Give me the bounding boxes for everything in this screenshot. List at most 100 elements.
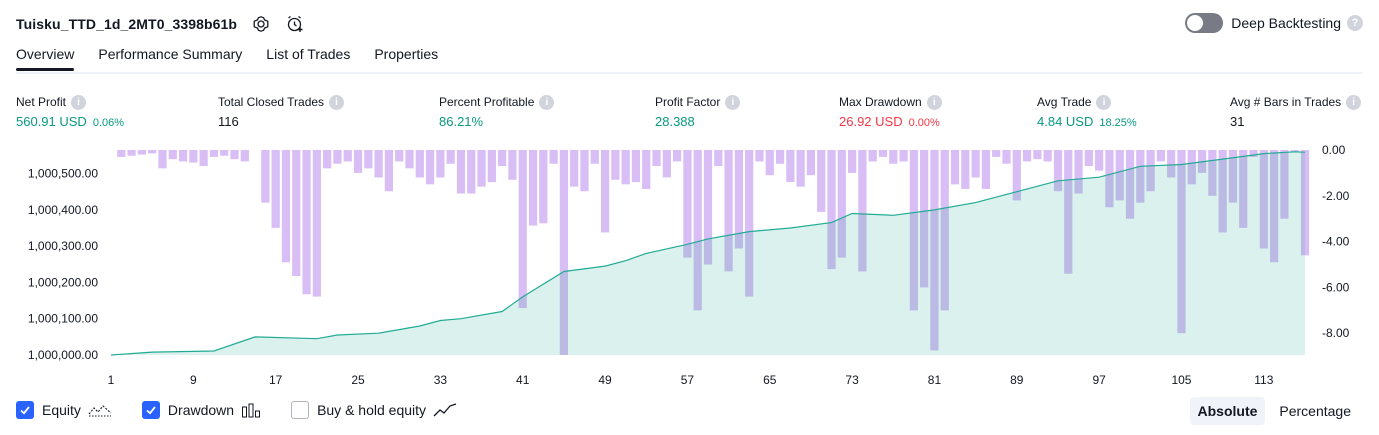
tab-list-of-trades[interactable]: List of Trades <box>266 46 351 62</box>
strategy-name: Tuisku_TTD_1d_2MT0_3398b61b <box>16 16 238 32</box>
drawdown-bar <box>405 150 414 169</box>
legend-buy-hold[interactable]: Buy & hold equity <box>291 401 457 419</box>
drawdown-bar <box>940 150 949 311</box>
deep-backtesting: Deep Backtesting ? <box>1185 13 1363 33</box>
metric-label: Total Closed Trades <box>218 95 325 109</box>
drawdown-bar <box>271 150 280 228</box>
info-icon[interactable]: i <box>926 94 942 110</box>
drawdown-bar <box>343 150 352 162</box>
x-axis-label: 113 <box>1254 373 1273 387</box>
metric-percent: 0.06% <box>92 117 125 129</box>
drawdown-bar <box>374 150 383 178</box>
drawdown-bar <box>847 150 857 173</box>
drawdown-bar <box>148 150 157 154</box>
x-axis-label: 33 <box>434 373 448 387</box>
left-axis-label: 1,000,500.00 <box>28 167 98 181</box>
drawdown-bar <box>230 150 239 160</box>
drawdown-bar <box>1033 150 1042 160</box>
drawdown-bar <box>1074 150 1083 194</box>
x-axis-label: 25 <box>351 373 365 387</box>
drawdown-bar <box>1208 150 1217 196</box>
drawdown-bar <box>693 150 702 311</box>
info-icon[interactable]: i <box>1346 94 1362 110</box>
tab-properties[interactable]: Properties <box>374 46 439 62</box>
drawdown-bar <box>425 150 435 185</box>
drawdown-bar <box>436 150 445 178</box>
absolute-button[interactable]: Absolute <box>1189 397 1266 425</box>
metric-avg-trade: Avg Trade i 4.84 USD 18.25% <box>1037 94 1137 129</box>
add-alert-icon[interactable] <box>285 14 305 34</box>
percentage-button[interactable]: Percentage <box>1279 403 1351 419</box>
drawdown-bar <box>930 150 939 351</box>
drawdown-bar <box>498 150 507 167</box>
legend-equity[interactable]: Equity <box>16 401 112 419</box>
equity-checkbox[interactable] <box>16 401 34 419</box>
buy-hold-checkbox[interactable] <box>291 401 310 419</box>
chart-svg[interactable]: 1,000,000.00 1,000,100.00 1,000,200.00 1,00… <box>0 140 1379 390</box>
drawdown-bar <box>786 150 795 183</box>
drawdown-bar <box>1300 150 1310 256</box>
metric-label: Avg # Bars in Trades <box>1230 95 1342 109</box>
drawdown-checkbox[interactable] <box>141 401 160 419</box>
x-axis-label: 9 <box>190 373 197 387</box>
drawdown-bar <box>528 150 538 226</box>
drawdown-bar <box>1239 150 1248 228</box>
metric-percent-profitable: Percent Profitable i 86.21% <box>439 94 555 129</box>
check-icon <box>146 406 156 415</box>
metric-avg-bars: Avg # Bars in Trades i 31 <box>1230 94 1362 129</box>
metric-label: Net Profit <box>16 95 67 109</box>
drawdown-bar <box>281 150 291 263</box>
drawdown-bar <box>1290 150 1299 153</box>
mode-switch: Absolute Percentage <box>1184 397 1360 425</box>
x-axis-label: 73 <box>845 373 859 387</box>
drawdown-bar <box>611 150 620 180</box>
drawdown-bar <box>168 150 177 160</box>
info-icon[interactable]: i <box>725 94 741 110</box>
legend-equity-label: Equity <box>42 402 81 418</box>
drawdown-bar <box>209 150 219 157</box>
drawdown-bar <box>178 150 188 162</box>
drawdown-bar <box>323 150 332 169</box>
drawdown-bar <box>734 150 743 249</box>
drawdown-bar <box>683 150 692 258</box>
info-icon[interactable]: i <box>539 94 555 110</box>
drawdown-bar <box>590 150 599 164</box>
settings-icon[interactable] <box>251 14 271 34</box>
help-icon[interactable]: ? <box>1347 15 1363 31</box>
drawdown-bar <box>1187 150 1196 185</box>
drawdown-bar <box>189 150 198 163</box>
drawdown-bar <box>961 150 970 189</box>
right-axis-label: -8.00 <box>1322 326 1350 340</box>
info-icon[interactable]: i <box>71 94 87 110</box>
info-icon[interactable]: i <box>329 94 345 110</box>
metric-value: 86.21% <box>439 114 484 129</box>
drawdown-bar <box>600 150 610 233</box>
deep-backtesting-toggle[interactable] <box>1185 13 1224 33</box>
metric-value: 26.92 USD <box>839 114 903 129</box>
legend-drawdown[interactable]: Drawdown <box>141 401 261 419</box>
drawdown-bar <box>899 150 908 162</box>
drawdown-bar <box>796 150 805 187</box>
metric-label: Avg Trade <box>1037 95 1092 109</box>
x-axis-label: 17 <box>269 373 283 387</box>
equity-chart[interactable]: 1,000,000.00 1,000,100.00 1,000,200.00 1,00… <box>0 140 1379 390</box>
info-icon[interactable]: i <box>1096 94 1112 110</box>
drawdown-bar <box>920 150 929 288</box>
x-axis-label: 97 <box>1092 373 1106 387</box>
drawdown-bar <box>395 150 404 162</box>
right-axis-label: -6.00 <box>1322 280 1350 294</box>
tab-performance-summary[interactable]: Performance Summary <box>98 46 243 62</box>
metric-value: 116 <box>218 114 239 129</box>
drawdown-bar <box>240 150 249 162</box>
drawdown-bar <box>539 150 548 224</box>
tab-overview[interactable]: Overview <box>16 46 75 71</box>
metric-profit-factor: Profit Factor i 28.388 <box>655 94 741 129</box>
drawdown-bar <box>1259 150 1268 249</box>
right-axis-label: -4.00 <box>1322 235 1350 249</box>
drawdown-bar <box>765 150 774 176</box>
left-axis-label: 1,000,200.00 <box>28 275 98 289</box>
drawdown-bar <box>673 150 682 162</box>
drawdown-bar <box>199 150 208 167</box>
x-axis-label: 41 <box>516 373 530 387</box>
drawdown-bar <box>858 150 867 272</box>
